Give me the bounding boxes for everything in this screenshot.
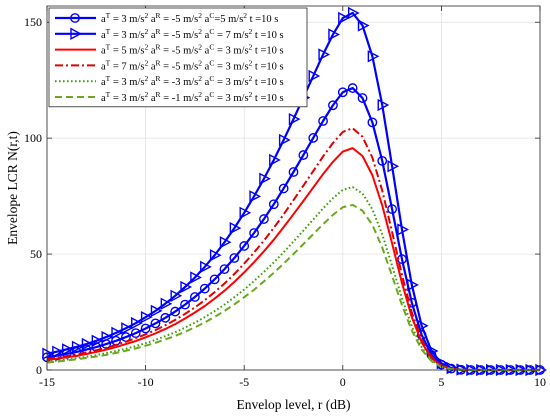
legend-entry-1: aT = 3 m/s2 aR = -5 m/s2 aC=5 m/s2 t =10…: [101, 11, 278, 25]
series-2-point: [318, 48, 331, 61]
series-1-point: [328, 100, 338, 111]
series-2-point: [81, 337, 94, 351]
series-2-point: [91, 334, 104, 347]
series-1-point: [298, 150, 309, 160]
series-2-point: [347, 6, 360, 20]
series-1-point: [268, 199, 279, 210]
series-2-point: [239, 206, 252, 219]
series-2-point: [269, 153, 281, 167]
series-2-point: [416, 319, 429, 332]
series-2-point: [140, 310, 153, 324]
series-1-point: [229, 253, 240, 263]
series-1-point: [357, 93, 368, 103]
series-2-point: [407, 278, 419, 292]
y-tick-label: 150: [24, 15, 42, 29]
x-tick-label: 10: [534, 375, 546, 389]
series-2-point: [101, 330, 114, 344]
series-2-point: [219, 236, 232, 249]
series-1-point: [367, 117, 378, 128]
series-2-point: [200, 260, 212, 273]
series-2-point: [71, 340, 84, 353]
series-1-point: [189, 292, 200, 302]
y-axis-label: Envelope LCR N(r,t): [5, 131, 20, 245]
series-2-point: [131, 317, 143, 330]
series-1-point: [209, 274, 220, 285]
legend-entry-2: aT = 3 m/s2 aR = -5 m/s2 aC = 7 m/s2 t =…: [101, 27, 284, 41]
x-axis-label: Envelop level, r (dB): [237, 397, 351, 412]
legend-entry-4: aT = 7 m/s2 aR = -5 m/s2 aC = 3 m/s2 t =…: [101, 58, 284, 72]
series-1-point: [347, 83, 358, 93]
legend-entry-3: aT = 5 m/s2 aR = -5 m/s2 aC = 3 m/s2 t =…: [101, 43, 284, 57]
series-1-point: [239, 241, 250, 251]
series-2-point: [62, 343, 74, 356]
legend: aT = 3 m/s2 aR = -5 m/s2 aC=5 m/s2 t =10…: [48, 7, 308, 108]
series-2-point: [42, 347, 55, 360]
legend-marker-circle: [70, 13, 80, 23]
series-2-point: [397, 223, 409, 236]
series-2-point: [111, 326, 124, 340]
series-2-point: [121, 322, 133, 335]
y-tick-label: 0: [36, 363, 42, 377]
x-tick-label: -10: [138, 375, 154, 389]
series-1-point: [249, 228, 259, 238]
series-2-point: [249, 190, 262, 203]
series-2-point: [170, 289, 183, 302]
series-1-point: [278, 183, 289, 194]
plot-frame: [46, 5, 541, 371]
series-2-point: [180, 280, 193, 294]
series-2-point: [377, 98, 390, 112]
series-1-point: [288, 167, 299, 177]
series-1-point: [337, 87, 348, 98]
y-tick-label: 100: [24, 131, 42, 145]
series-line-4: [46, 127, 540, 371]
series-1-point: [259, 214, 269, 224]
series-2-point: [367, 50, 380, 63]
series-1-point: [180, 299, 190, 310]
y-tick-label: 50: [30, 247, 42, 261]
series-1-point: [219, 264, 230, 275]
series-2-point: [328, 28, 340, 41]
series-2-point: [387, 160, 400, 173]
series-2-point: [150, 304, 163, 318]
series-1-point: [140, 323, 151, 334]
series-group: [42, 6, 548, 377]
series-1-point: [199, 283, 210, 294]
series-line-6: [46, 203, 540, 371]
series-1-point: [308, 133, 319, 143]
series-1-point: [170, 306, 181, 317]
x-tick-label: 5: [438, 375, 444, 389]
series-2-point: [160, 297, 173, 310]
series-2-point: [288, 112, 301, 126]
series-1-point: [160, 312, 171, 323]
legend-marker-triangle: [70, 27, 83, 40]
series-1-point: [387, 204, 397, 214]
series-2-point: [229, 221, 242, 235]
series-2-point: [357, 19, 370, 32]
series-2-point: [308, 69, 321, 83]
x-tick-label: -5: [239, 375, 249, 389]
series-2-point: [259, 172, 271, 185]
series-1-point: [150, 318, 161, 329]
series-2-point: [338, 11, 350, 25]
series-1-point: [377, 155, 388, 166]
series-2-point: [190, 271, 202, 284]
series-1-point: [318, 116, 328, 126]
legend-entry-5: aT = 3 m/s2 aR = -3 m/s2 aC = 3 m/s2 t =…: [101, 74, 284, 88]
legend-box: [48, 7, 308, 108]
series-2-point: [209, 249, 222, 262]
x-tick-label: -15: [39, 375, 55, 389]
x-tick-label: 0: [340, 375, 346, 389]
legend-entry-6: aT = 3 m/s2 aR = -1 m/s2 aC = 3 m/s2 t =…: [101, 90, 284, 104]
series-2-point: [278, 133, 291, 147]
series-2-point: [52, 345, 64, 358]
